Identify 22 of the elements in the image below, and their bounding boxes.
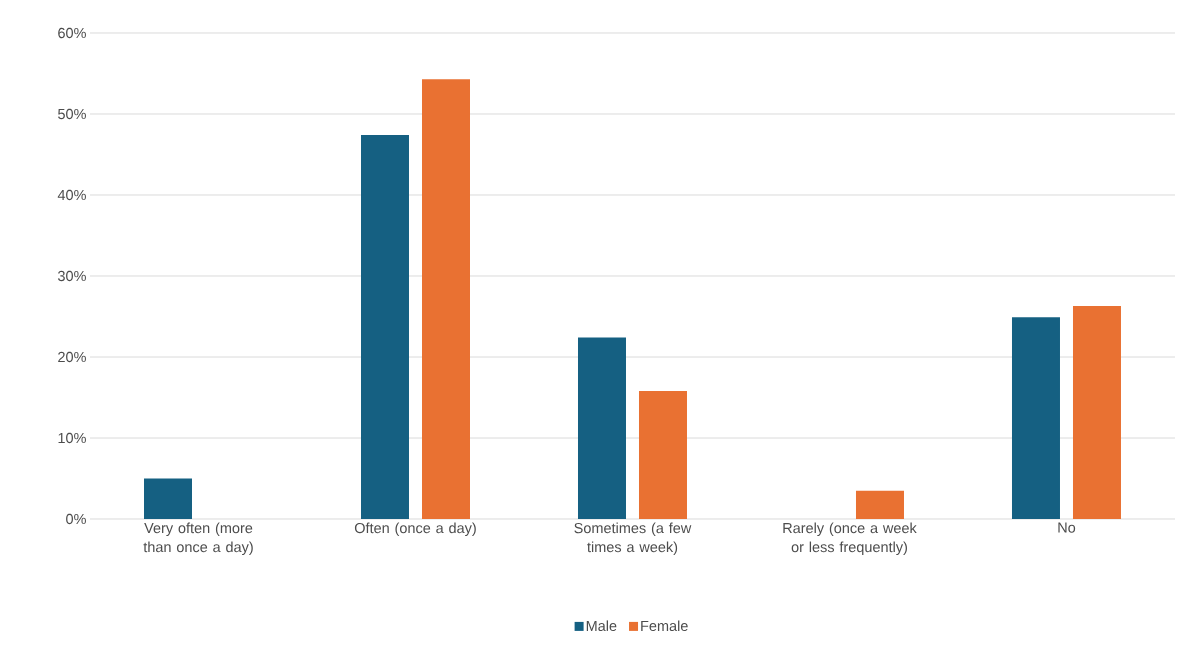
legend-label: Female [641, 620, 688, 632]
bar [577, 337, 626, 519]
bar [1072, 305, 1121, 519]
bar [855, 490, 904, 519]
x-tick-label: Very often (more than once a day) [143, 522, 253, 556]
y-tick-label: 0% [66, 513, 86, 525]
y-tick-label: 40% [57, 189, 86, 201]
y-tick-label: 60% [58, 27, 86, 39]
y-tick-label: 50% [58, 108, 86, 120]
x-tick-label: Often (once a day) [354, 522, 476, 537]
x-tick-label: Sometimes (a few times a week) [574, 522, 692, 556]
x-tick-label: Rarely (once a week or less frequently) [783, 522, 917, 556]
y-tick-label: 10% [58, 432, 86, 444]
bar [144, 478, 192, 519]
y-tick-label: 30% [57, 270, 86, 282]
bar [1011, 317, 1060, 519]
y-tick-label: 20% [58, 351, 86, 363]
bar [422, 79, 470, 519]
legend-label: Male [586, 620, 617, 632]
x-tick-label: No [1058, 522, 1076, 533]
bar [361, 135, 409, 519]
bar [638, 391, 687, 519]
